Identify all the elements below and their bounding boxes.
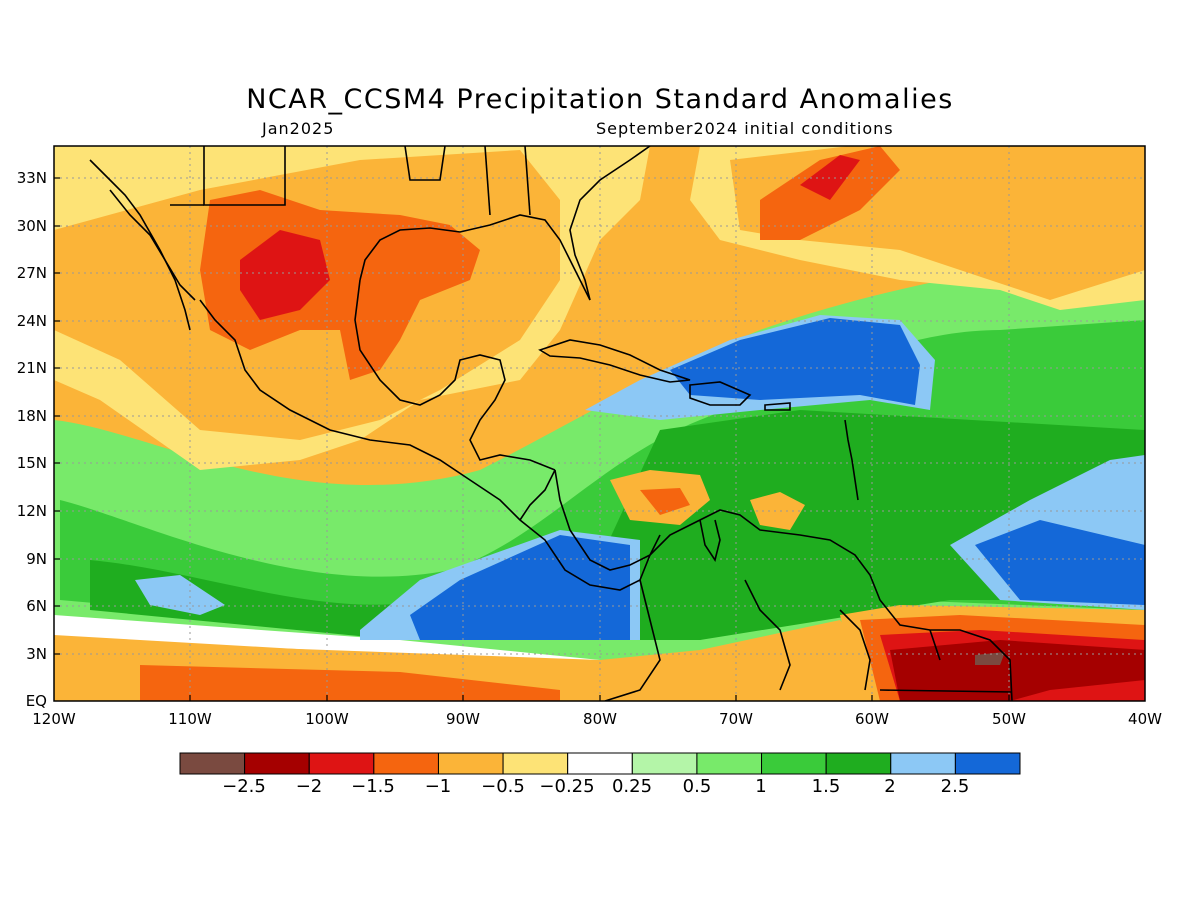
lat-label: 33N: [16, 169, 47, 187]
lat-label: 18N: [16, 407, 47, 425]
lat-label: 30N: [16, 217, 47, 235]
colorbar-swatch: [502, 752, 569, 775]
lat-label: 3N: [26, 645, 47, 663]
lat-label: EQ: [25, 692, 47, 710]
colorbar-label: 0.25: [611, 776, 653, 797]
anomaly-region: [140, 665, 560, 701]
colorbar-label: 1: [755, 776, 767, 797]
colorbar-label: 2.5: [940, 776, 970, 797]
anomaly-region: [135, 575, 225, 615]
lon-label: 40W: [1128, 710, 1162, 728]
lat-label: 24N: [16, 312, 47, 330]
colorbar-label: 0.5: [682, 776, 712, 797]
anomaly-region: [640, 488, 690, 515]
anomaly-region: [240, 230, 330, 320]
anomaly-region: [750, 492, 805, 530]
colorbar-label: −0.5: [481, 776, 525, 797]
axis-ticks: [54, 177, 1010, 701]
colorbar-label: −2.5: [222, 776, 266, 797]
lon-label: 80W: [583, 710, 617, 728]
map-title: NCAR_CCSM4 Precipitation Standard Anomal…: [246, 84, 954, 115]
anomaly-region: [975, 652, 1005, 665]
lat-label: 15N: [16, 454, 47, 472]
colorbar-swatch: [437, 752, 504, 775]
colorbar-label: −0.25: [539, 776, 595, 797]
lon-label: 60W: [855, 710, 889, 728]
colorbar-label: −1.5: [351, 776, 395, 797]
colorbar-swatch: [890, 752, 956, 775]
colorbar-swatch: [696, 752, 763, 775]
colorbar-label: −2: [295, 776, 323, 797]
lat-label: 27N: [16, 264, 47, 282]
valid-month-label: Jan2025: [262, 119, 335, 138]
anomaly-region: [670, 318, 920, 405]
coastlines: [89, 146, 1013, 701]
initial-conditions-label: September2024 initial conditions: [596, 119, 894, 138]
colorbar-label: 2: [884, 776, 896, 797]
anomaly-region: [90, 410, 1145, 640]
colorbar-label: 1.5: [811, 776, 841, 797]
gridlines: [54, 146, 1145, 701]
anomaly-region: [890, 640, 1145, 701]
colorbar-swatch: [954, 752, 1021, 775]
colorbar-swatch: [308, 752, 375, 775]
lon-label: 120W: [32, 710, 76, 728]
colorbar: [179, 752, 1021, 775]
lon-label: 90W: [446, 710, 480, 728]
colorbar-label: −1: [424, 776, 452, 797]
lat-label: 21N: [16, 359, 47, 377]
colorbar-swatch: [373, 752, 439, 775]
anomaly-region: [975, 520, 1145, 605]
lon-label: 110W: [168, 710, 212, 728]
lon-label: 50W: [992, 710, 1026, 728]
lat-label: 9N: [26, 550, 47, 568]
anomaly-region: [410, 535, 630, 640]
colorbar-swatch: [179, 752, 246, 775]
colorbar-swatch: [825, 752, 892, 775]
lat-label: 6N: [26, 597, 47, 615]
colorbar-swatch: [244, 752, 310, 775]
colorbar-swatch: [567, 752, 633, 775]
lon-label: 70W: [719, 710, 753, 728]
lon-label: 100W: [305, 710, 349, 728]
lat-label: 12N: [16, 502, 47, 520]
colorbar-swatch: [631, 752, 698, 775]
colorbar-swatch: [761, 752, 827, 775]
